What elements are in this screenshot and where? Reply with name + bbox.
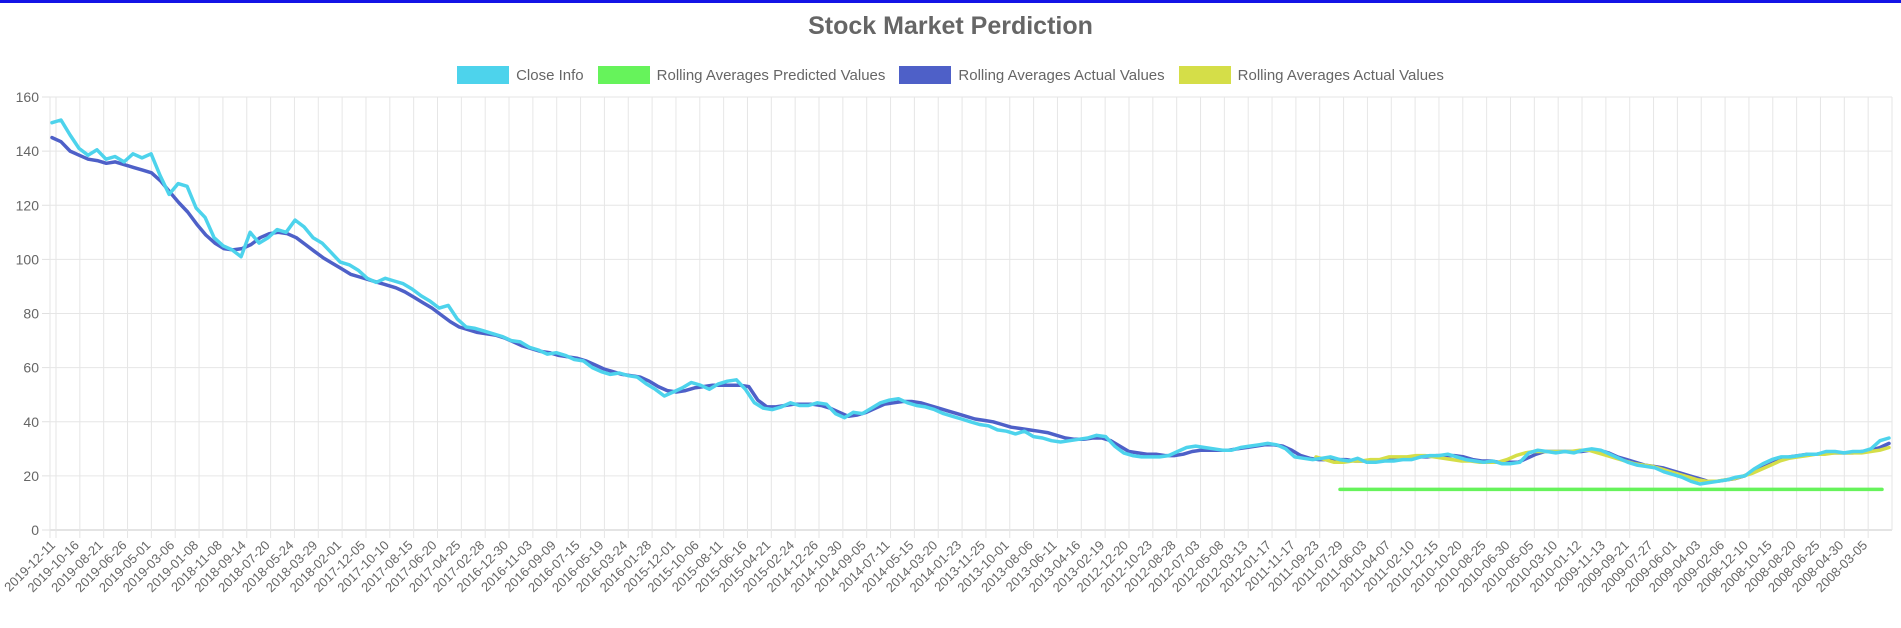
y-tick-label: 0 [31, 522, 39, 538]
y-tick-label: 60 [23, 360, 39, 376]
y-tick-label: 20 [23, 468, 39, 484]
y-tick-label: 120 [16, 197, 40, 213]
legend-swatch-actual-yellow [1178, 66, 1231, 84]
legend-item-actual-blue[interactable]: Rolling Averages Actual Values [899, 66, 1165, 84]
chart-legend: Close Info Rolling Averages Predicted Va… [0, 66, 1901, 84]
legend-label-actual-blue: Rolling Averages Actual Values [958, 66, 1165, 84]
series-line-rolling-actual-blue [50, 135, 1891, 484]
legend-swatch-predicted [597, 66, 650, 84]
window-top-border [0, 0, 1901, 3]
legend-label-predicted: Rolling Averages Predicted Values [656, 66, 886, 84]
legend-item-actual-yellow[interactable]: Rolling Averages Actual Values [1178, 66, 1444, 84]
legend-item-close-info[interactable]: Close Info [457, 66, 584, 84]
y-tick-label: 40 [23, 414, 39, 430]
legend-swatch-actual-blue [899, 66, 952, 84]
chart-title: Stock Market Perdiction [808, 12, 1093, 40]
legend-label-close-info: Close Info [516, 66, 584, 84]
series-line-close-info [50, 118, 1891, 486]
legend-swatch-close-info [457, 66, 510, 84]
legend-item-predicted[interactable]: Rolling Averages Predicted Values [597, 66, 886, 84]
legend-label-actual-yellow: Rolling Averages Actual Values [1237, 66, 1444, 84]
y-tick-label: 100 [16, 251, 40, 267]
y-tick-label: 140 [16, 143, 40, 159]
y-tick-label: 80 [23, 306, 39, 322]
y-tick-label: 160 [16, 89, 40, 105]
